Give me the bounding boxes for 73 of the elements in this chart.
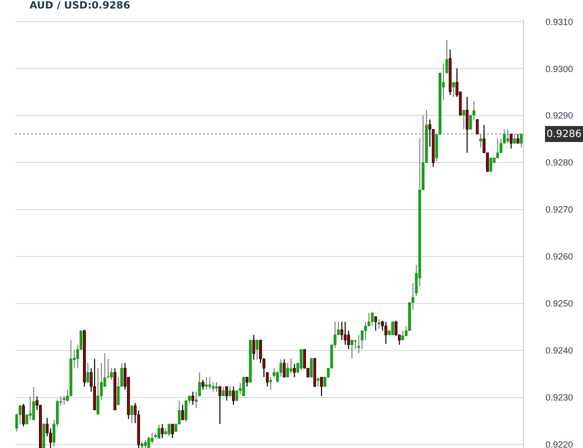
candlestick [513, 133, 516, 144]
candlestick [516, 133, 520, 144]
candlestick [300, 348, 303, 371]
candlestick [93, 358, 96, 410]
candlestick [32, 386, 36, 421]
candlestick [364, 321, 367, 341]
candlestick [202, 379, 204, 390]
candlestick [310, 358, 313, 378]
candlestick [286, 362, 290, 378]
candlestick [215, 382, 218, 392]
candlestick [150, 432, 154, 444]
candlestick [181, 404, 184, 420]
candlestick [357, 334, 360, 354]
candlestick [22, 403, 25, 427]
candlestick [256, 340, 259, 360]
candlestick [235, 390, 238, 402]
candlestick [384, 321, 388, 344]
candlestick [266, 372, 269, 388]
candlestick [42, 422, 46, 448]
candlestick [489, 157, 492, 172]
candlestick [232, 386, 235, 406]
chart-title: AUD / USD:0.9286 [30, 0, 130, 12]
y-tick-label: 0.9300 [546, 64, 574, 74]
candlestick [290, 358, 292, 374]
candlestick [374, 316, 378, 332]
candlestick [350, 340, 354, 359]
candlestick [269, 376, 272, 390]
candlestick [158, 424, 160, 440]
candlestick [320, 376, 323, 396]
candlestick [479, 133, 482, 148]
candlestick [370, 312, 374, 326]
candlestick [391, 321, 394, 336]
candlestick [222, 386, 225, 396]
y-tick-label: 0.9270 [546, 204, 574, 215]
candlestick [510, 133, 513, 150]
candlestick [520, 133, 523, 148]
candlestick [340, 321, 344, 341]
y-tick-label: 0.9250 [546, 298, 574, 308]
candlestick [394, 320, 398, 336]
y-tick-label: 0.9230 [546, 392, 574, 402]
candlestick [252, 334, 256, 360]
y-tick-label: 0.9240 [546, 345, 574, 356]
candlestick [160, 424, 164, 439]
candlestick [378, 318, 380, 330]
candlestick [344, 321, 347, 346]
candlestick [168, 424, 170, 437]
y-tick-label: 0.9220 [546, 439, 574, 448]
candlestick [462, 110, 466, 130]
candlestick [228, 386, 232, 397]
candlestick [130, 405, 134, 424]
y-tick-label: 0.9260 [546, 252, 574, 262]
y-tick-label: 0.9310 [546, 16, 574, 27]
candlestick [171, 424, 174, 439]
candlestick [204, 376, 208, 390]
candlestick [242, 376, 245, 396]
candlestick [282, 358, 286, 378]
candlestick [316, 376, 320, 388]
candlestick [293, 363, 296, 378]
y-tick-label: 0.9290 [546, 110, 574, 121]
candlestick [225, 386, 228, 402]
candlestick [28, 396, 32, 421]
candlestick [476, 118, 479, 134]
candlestick [86, 362, 90, 383]
ref-line-label: 0.9286 [546, 128, 582, 140]
candlestick [218, 386, 222, 425]
candlestick [506, 128, 510, 144]
candlestick [208, 376, 212, 390]
candlestick [246, 376, 248, 388]
y-tick-label: 0.9280 [546, 158, 574, 168]
candlestick [466, 96, 469, 154]
candlestick [401, 330, 404, 341]
candlestick [191, 391, 194, 406]
candlestick [452, 82, 455, 98]
